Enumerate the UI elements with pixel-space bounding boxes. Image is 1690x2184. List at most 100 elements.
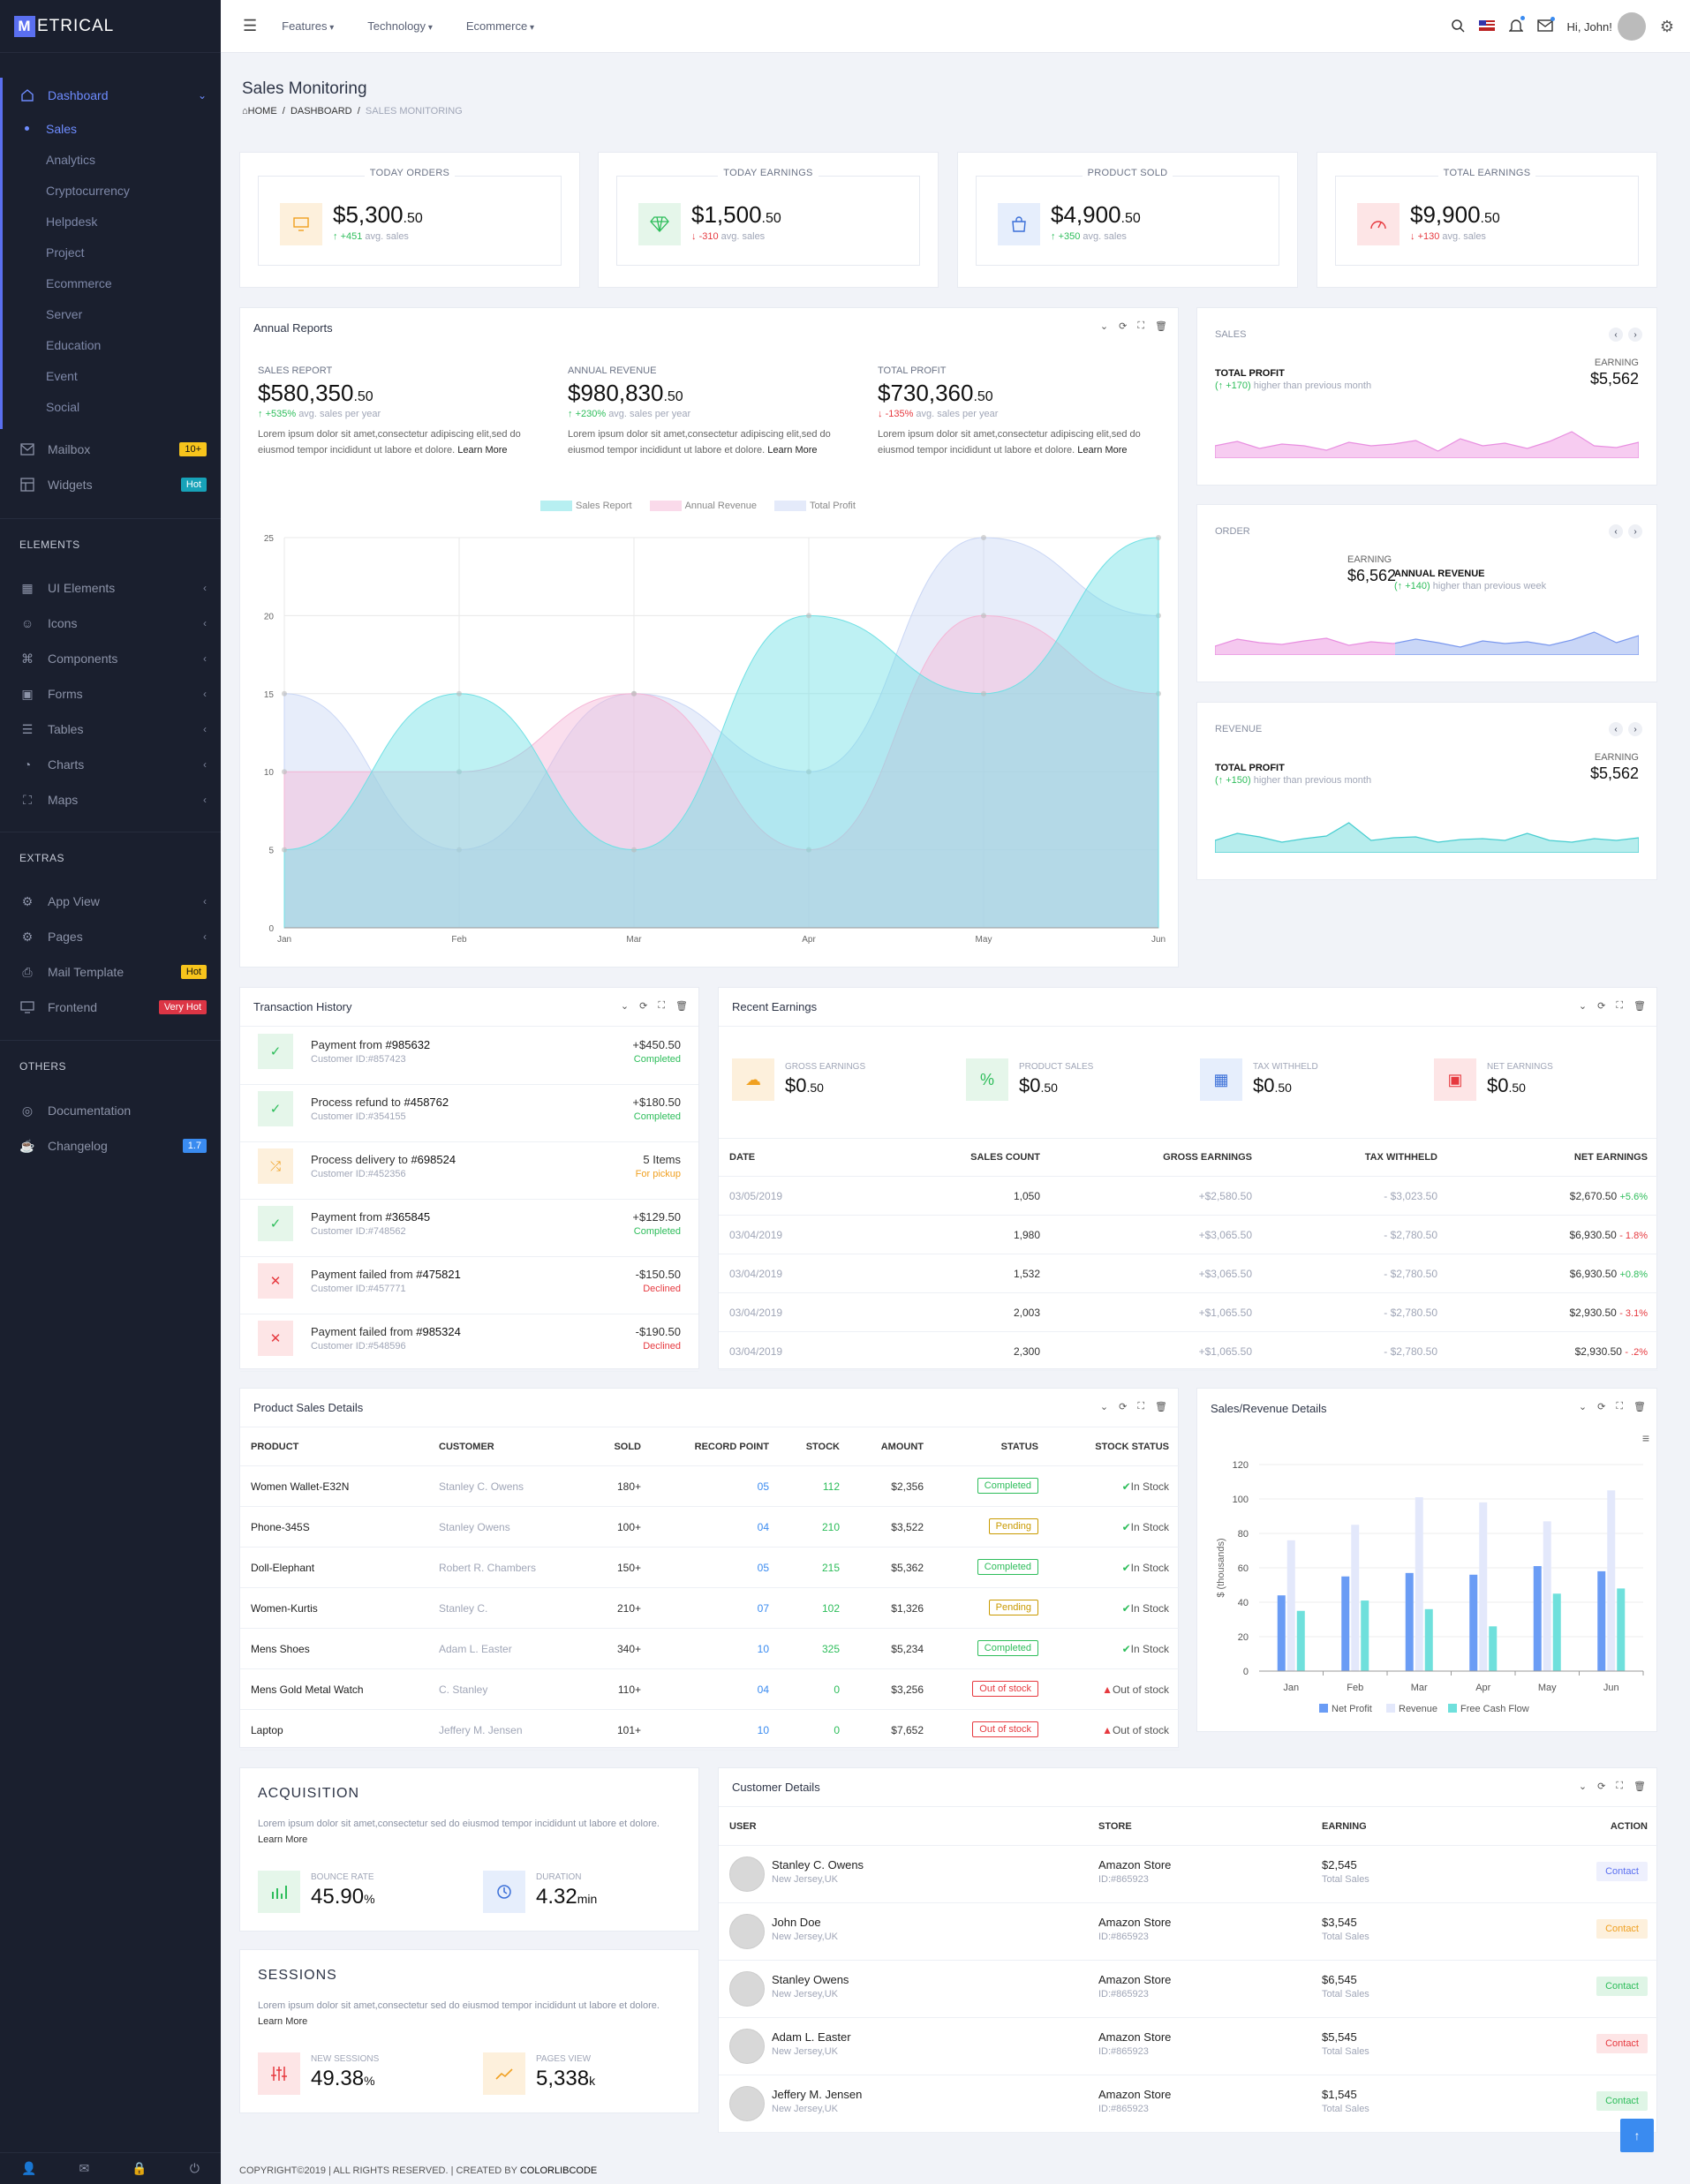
table-row[interactable]: Mens Gold Metal Watch C. Stanley 110+ 04…	[240, 1669, 1180, 1710]
sidebar-item-ui-elements[interactable]: ▦ UI Elements ‹	[0, 570, 221, 606]
legend-item[interactable]: Sales Report	[540, 501, 632, 512]
sidebar-subitem-analytics[interactable]: Analytics	[0, 144, 221, 175]
contact-button[interactable]: Contact	[1596, 1862, 1648, 1881]
column-header[interactable]: DATE	[729, 1152, 756, 1163]
column-header[interactable]: USER	[729, 1821, 757, 1832]
chevron-left-icon[interactable]: ‹	[1609, 328, 1623, 342]
sidebar-subitem-sales[interactable]: Sales	[0, 113, 221, 144]
refresh-icon[interactable]: ⟳	[1119, 321, 1128, 332]
table-row[interactable]: Doll-Elephant Robert R. Chambers 150+ 05…	[240, 1548, 1180, 1588]
envelope-icon[interactable]	[1536, 16, 1555, 34]
sidebar-subitem-project[interactable]: Project	[0, 237, 221, 267]
sidebar-subitem-education[interactable]: Education	[0, 329, 221, 360]
expand-icon[interactable]: ⛶	[1137, 320, 1145, 331]
column-header[interactable]: NET EARNINGS	[1573, 1152, 1648, 1163]
chevron-down-icon[interactable]: ⌄	[1578, 1781, 1588, 1792]
learn-more-link[interactable]: Learn More	[258, 1834, 308, 1845]
contact-button[interactable]: Contact	[1596, 1977, 1648, 1996]
sidebar-subitem-cryptocurrency[interactable]: Cryptocurrency	[0, 175, 221, 206]
column-header[interactable]: STATUS	[1000, 1442, 1038, 1452]
sidebar-item-frontend[interactable]: Frontend Very Hot	[0, 990, 221, 1025]
chevron-right-icon[interactable]: ›	[1628, 524, 1642, 538]
column-header[interactable]: TAX WITHHELD	[1364, 1152, 1437, 1163]
expand-icon[interactable]: ⛶	[1616, 1401, 1624, 1412]
refresh-icon[interactable]: ⟳	[1119, 1402, 1128, 1412]
contact-button[interactable]: Contact	[1596, 1919, 1648, 1939]
footer-brand[interactable]: COLORLIBCODE	[519, 2165, 598, 2176]
chevron-left-icon[interactable]: ‹	[1609, 722, 1623, 736]
sidebar-subitem-event[interactable]: Event	[0, 360, 221, 391]
sidebar-item-mail-template[interactable]: ⎙ Mail Template Hot	[0, 954, 221, 990]
chevron-right-icon[interactable]: ›	[1628, 722, 1642, 736]
learn-more-link[interactable]: Learn More	[258, 2016, 308, 2027]
transaction-row[interactable]: ✓ Payment from #985632 Customer ID:#8574…	[240, 1028, 698, 1085]
sidebar-item-documentation[interactable]: ◎ Documentation	[0, 1093, 221, 1128]
chevron-left-icon[interactable]: ‹	[1609, 524, 1623, 538]
legend-item[interactable]: Total Profit	[773, 501, 856, 512]
chevron-down-icon[interactable]: ⌄	[1578, 1001, 1588, 1012]
column-header[interactable]: GROSS EARNINGS	[1163, 1152, 1252, 1163]
refresh-icon[interactable]: ⟳	[639, 1001, 648, 1012]
expand-icon[interactable]: ⛶	[1616, 1000, 1624, 1011]
transaction-row[interactable]: ✕ Payment failed from #475821 Customer I…	[240, 1257, 698, 1314]
scroll-top-button[interactable]: ↑	[1620, 2119, 1654, 2152]
column-header[interactable]: RECORD POINT	[694, 1442, 769, 1452]
column-header[interactable]: SOLD	[614, 1442, 641, 1452]
contact-button[interactable]: Contact	[1596, 2034, 1648, 2053]
sidebar-subitem-ecommerce[interactable]: Ecommerce	[0, 267, 221, 298]
gear-icon[interactable]: ⚙	[1659, 17, 1674, 35]
trash-icon[interactable]: 🗑	[1633, 1781, 1646, 1792]
sidebar-item-charts[interactable]: ◔ Charts ‹	[0, 747, 221, 782]
refresh-icon[interactable]: ⟳	[1597, 1781, 1606, 1792]
learn-more-link[interactable]: Learn More	[767, 445, 818, 456]
sidebar-item-forms[interactable]: ▣ Forms ‹	[0, 676, 221, 712]
trash-icon[interactable]: 🗑	[1155, 321, 1167, 332]
sidebar-item-widgets[interactable]: Widgets Hot	[0, 467, 221, 502]
trash-icon[interactable]: 🗑	[1155, 1402, 1167, 1412]
transaction-row[interactable]: ✕ Payment failed from #985324 Customer I…	[240, 1314, 698, 1372]
column-header[interactable]: STOCK STATUS	[1095, 1442, 1169, 1452]
table-row[interactable]: Phone-345S Stanley Owens 100+ 04 210 $3,…	[240, 1507, 1180, 1548]
refresh-icon[interactable]: ⟳	[1597, 1402, 1606, 1412]
user-icon[interactable]: 👤	[21, 2161, 37, 2175]
column-header[interactable]: PRODUCT	[251, 1442, 299, 1452]
column-header[interactable]: ACTION	[1610, 1821, 1648, 1832]
flag-icon[interactable]	[1478, 19, 1495, 34]
sidebar-item-changelog[interactable]: ☕ Changelog 1.7	[0, 1128, 221, 1164]
column-header[interactable]: STOCK	[805, 1442, 840, 1452]
expand-icon[interactable]: ⛶	[658, 1000, 666, 1011]
chevron-down-icon[interactable]: ⌄	[1578, 1402, 1588, 1412]
chart-menu-icon[interactable]: ≡	[1641, 1431, 1649, 1445]
logout-icon[interactable]: ⏻	[189, 2161, 200, 2175]
search-icon[interactable]	[1451, 19, 1465, 35]
expand-icon[interactable]: ⛶	[1137, 1401, 1145, 1412]
topnav-features[interactable]: Features	[282, 19, 334, 33]
column-header[interactable]: AMOUNT	[880, 1442, 924, 1452]
learn-more-link[interactable]: Learn More	[1077, 445, 1128, 456]
sidebar-item-mailbox[interactable]: Mailbox 10+	[0, 432, 221, 467]
sidebar-subitem-social[interactable]: Social	[0, 391, 221, 422]
column-header[interactable]: STORE	[1098, 1821, 1132, 1832]
learn-more-link[interactable]: Learn More	[457, 445, 508, 456]
table-row[interactable]: Women-Kurtis Stanley C. 210+ 07 102 $1,3…	[240, 1588, 1180, 1629]
table-row[interactable]: Laptop Jeffery M. Jensen 101+ 10 0 $7,65…	[240, 1710, 1180, 1751]
lock-icon[interactable]: 🔒	[132, 2161, 147, 2175]
topnav-technology[interactable]: Technology	[367, 19, 433, 33]
column-header[interactable]: CUSTOMER	[439, 1442, 494, 1452]
mail-icon[interactable]: ✉	[79, 2161, 90, 2175]
legend-item[interactable]: Annual Revenue	[649, 501, 757, 512]
table-row[interactable]: Women Wallet-E32N Stanley C. Owens 180+ …	[240, 1466, 1180, 1507]
sidebar-item-tables[interactable]: ☰ Tables ‹	[0, 712, 221, 747]
transaction-row[interactable]: ✓ Payment from #365845 Customer ID:#7485…	[240, 1200, 698, 1257]
sidebar-item-dashboard[interactable]: Dashboard ⌄	[0, 78, 221, 113]
menu-icon[interactable]: ☰	[243, 17, 258, 34]
column-header[interactable]: SALES COUNT	[970, 1152, 1040, 1163]
chevron-right-icon[interactable]: ›	[1628, 328, 1642, 342]
column-header[interactable]: EARNING	[1322, 1821, 1367, 1832]
chevron-down-icon[interactable]: ⌄	[1099, 321, 1109, 332]
trash-icon[interactable]: 🗑	[1633, 1001, 1646, 1012]
breadcrumb-dashboard[interactable]: DASHBOARD	[290, 106, 352, 117]
sidebar-subitem-helpdesk[interactable]: Helpdesk	[0, 206, 221, 237]
refresh-icon[interactable]: ⟳	[1597, 1001, 1606, 1012]
breadcrumb-home[interactable]: HOME	[247, 106, 277, 117]
